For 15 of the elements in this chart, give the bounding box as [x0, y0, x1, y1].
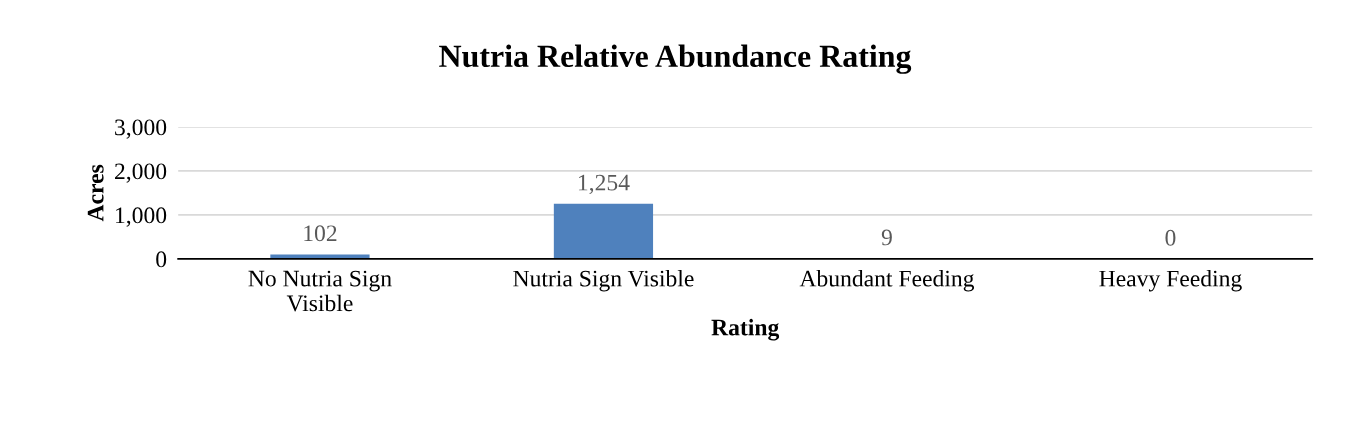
y-axis-title: Acres — [87, 164, 104, 222]
x-tick-label: No Nutria Sign Visible — [248, 270, 392, 312]
data-label: 9 — [881, 229, 892, 246]
data-label: 102 — [304, 225, 337, 242]
x-tick-label: Heavy Feeding — [1099, 269, 1242, 292]
y-tick-label: 2,000 — [115, 163, 167, 183]
data-label: 0 — [1165, 229, 1176, 246]
y-tick-label: 0 — [156, 251, 167, 268]
x-tick-label: Nutria Sign Visible — [513, 269, 694, 292]
chart-title: Nutria Relative Abundance Rating — [439, 44, 912, 74]
y-tick-label: 3,000 — [115, 119, 167, 139]
x-tick-label: Abundant Feeding — [799, 269, 975, 292]
y-tick-label: 1,000 — [116, 207, 167, 227]
x-axis-title: Rating — [711, 318, 780, 341]
data-label: 1,254 — [578, 174, 630, 194]
